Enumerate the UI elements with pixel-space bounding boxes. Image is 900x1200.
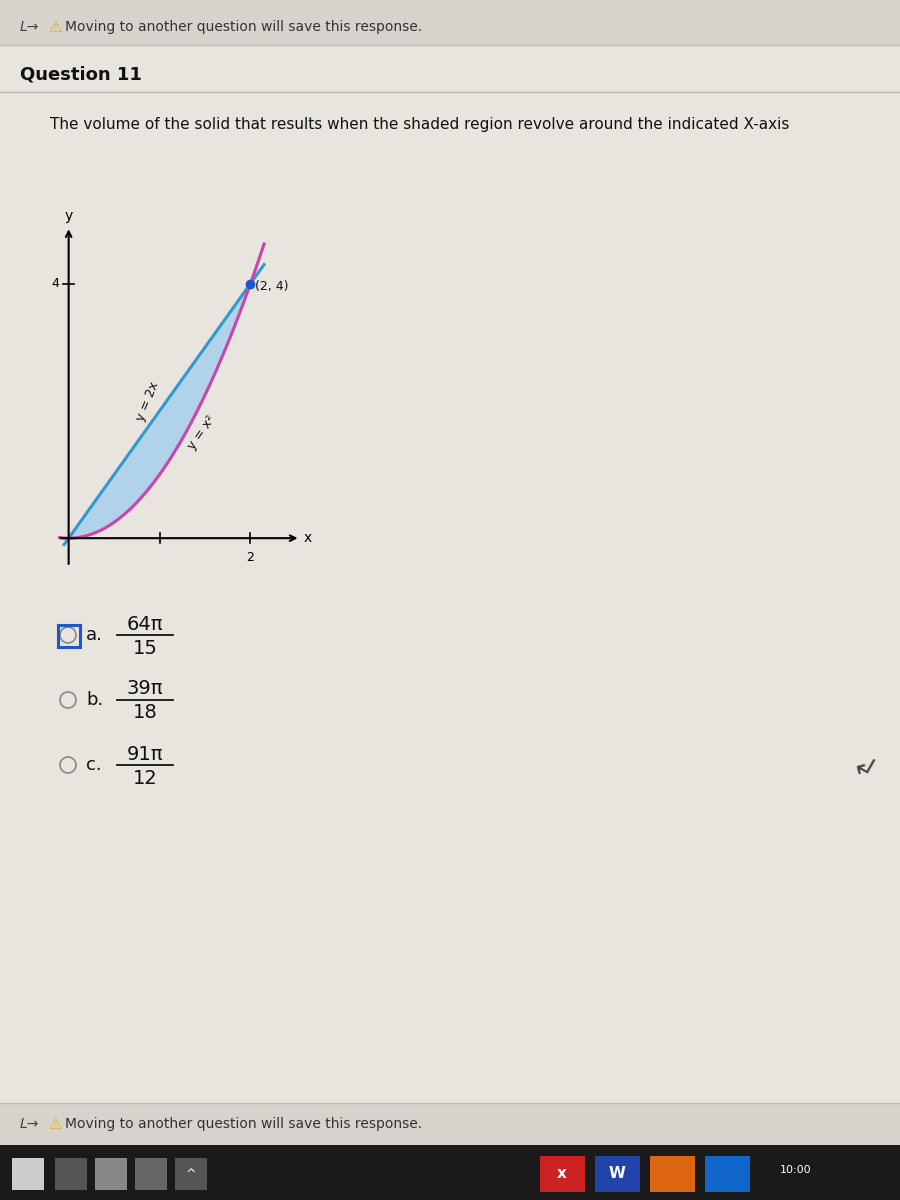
Text: 2: 2 [247,551,255,564]
Text: Question 11: Question 11 [20,66,142,84]
Text: The volume of the solid that results when the shaded region revolve around the i: The volume of the solid that results whe… [50,118,789,132]
Bar [0,0,900,44]
Bar [0,1103,900,1145]
Text: x: x [303,532,311,545]
Bar [650,1156,695,1192]
Bar [0,1145,900,1200]
Bar [95,1158,127,1190]
Text: L→: L→ [20,1117,40,1130]
Text: 12: 12 [132,768,157,787]
Text: W: W [608,1166,626,1182]
Text: (2, 4): (2, 4) [255,281,289,293]
Text: ↲: ↲ [845,752,879,788]
Text: L→: L→ [20,20,40,34]
Text: ^: ^ [185,1168,196,1181]
Text: b.: b. [86,691,104,709]
Bar [705,1156,750,1192]
Text: 39π: 39π [127,679,163,698]
Bar [540,1156,585,1192]
Text: 64π: 64π [127,614,163,634]
Text: 4: 4 [51,277,59,290]
Bar [595,1156,640,1192]
Text: 18: 18 [132,703,157,722]
Text: y = x²: y = x² [185,413,218,452]
Text: c.: c. [86,756,102,774]
Text: Moving to another question will save this response.: Moving to another question will save thi… [65,20,422,34]
Text: ⚠: ⚠ [48,1116,61,1132]
Bar [55,1158,87,1190]
Bar [135,1158,167,1190]
Bar [12,1158,44,1190]
Text: y = 2x: y = 2x [134,380,162,424]
Text: y: y [65,209,73,223]
Bar [175,1158,207,1190]
Text: Moving to another question will save this response.: Moving to another question will save thi… [65,1117,422,1130]
Bar [58,625,80,647]
Text: x: x [557,1166,567,1182]
Text: 91π: 91π [127,744,163,763]
Text: a.: a. [86,626,103,644]
Text: ⚠: ⚠ [48,19,61,35]
Text: 15: 15 [132,638,157,658]
Text: 10:00: 10:00 [780,1165,812,1175]
